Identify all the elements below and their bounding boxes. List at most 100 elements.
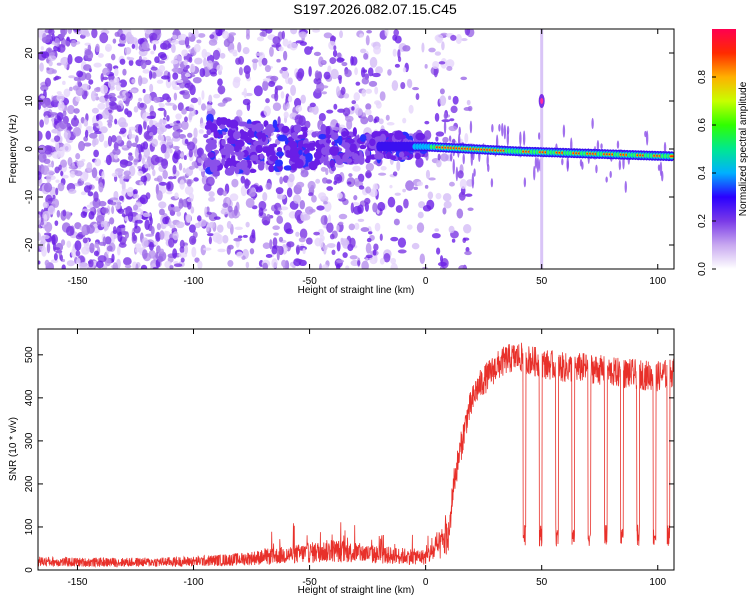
spectrogram-x-tick-label: 100 xyxy=(649,276,666,287)
spectrogram-noise-blob xyxy=(158,208,165,216)
spectrogram-noise-blob xyxy=(295,105,303,113)
spectrogram-streak xyxy=(609,170,612,179)
spectrogram-noise-blob xyxy=(116,105,122,113)
spectrogram-noise-blob xyxy=(72,127,82,137)
spectrogram-noise-blob xyxy=(91,107,99,114)
spectrogram-noise-blob xyxy=(208,196,216,202)
spectrogram-noise-blob xyxy=(320,85,329,89)
spectrogram-noise-blob xyxy=(243,87,248,98)
spectrogram-noise-blob xyxy=(336,224,340,232)
spectrogram-band-blob xyxy=(415,132,426,141)
spectrogram-noise-blob xyxy=(71,247,78,259)
spectrogram-noise-blob xyxy=(118,130,125,135)
spectrogram-noise-blob xyxy=(203,247,212,251)
spectrogram-noise-blob xyxy=(405,180,414,191)
spectrogram-noise-blob xyxy=(362,69,368,73)
snr-x-ticks: -150 -100 -50 0 50 100 xyxy=(67,329,667,588)
spectrogram-noise-blob xyxy=(135,213,142,220)
spectrogram-band-blob xyxy=(221,138,226,146)
spectrogram-noise-blob xyxy=(246,29,250,37)
spectrogram-streak xyxy=(523,177,527,188)
spectrogram-noise-blob xyxy=(188,148,193,158)
spectrogram-noise-blob xyxy=(384,29,389,37)
spectrogram-noise-blob xyxy=(397,249,407,254)
spectrogram-streak xyxy=(470,150,474,166)
spectrogram-noise-blob xyxy=(88,259,94,268)
spectrogram-noise-blob xyxy=(213,93,221,99)
spectrogram-noise-blob xyxy=(129,89,138,93)
spectrogram-noise-blob xyxy=(258,58,263,67)
spectrogram-noise-blob xyxy=(458,191,466,201)
spectrogram-noise-blob xyxy=(245,261,250,269)
spectrogram-noise-blob xyxy=(60,29,66,38)
spectrogram-noise-blob xyxy=(216,64,223,72)
spectrogram-noise-blob xyxy=(128,59,134,66)
spectrogram-noise-blob xyxy=(74,170,83,177)
spectrogram-noise-blob xyxy=(142,141,149,150)
spectrogram-noise-blob xyxy=(438,61,446,65)
spectrogram-noise-blob xyxy=(102,109,110,120)
spectrogram-noise-blob xyxy=(100,84,109,95)
spectrogram-noise-blob xyxy=(286,241,295,248)
spectrogram-noise-blob xyxy=(73,76,79,81)
spectrogram-noise-blob xyxy=(168,176,175,180)
spectrogram-band-blob xyxy=(297,140,303,149)
spectrogram-band-blob xyxy=(238,131,249,140)
spectrogram-noise-blob xyxy=(172,152,179,164)
spectrogram-noise-blob xyxy=(72,29,81,32)
spectrogram-noise-blob xyxy=(175,113,182,120)
spectrogram-noise-blob xyxy=(254,186,264,193)
snr-frame xyxy=(37,328,675,571)
spectrogram-noise-blob xyxy=(251,58,259,64)
spectrogram-noise-blob xyxy=(228,32,237,36)
spectrogram-noise-blob xyxy=(184,138,189,145)
spectrogram-noise-blob xyxy=(197,157,203,163)
spectrogram-noise-blob xyxy=(187,82,194,91)
spectrogram-noise-blob xyxy=(334,163,344,168)
spectrogram-noise-blob xyxy=(43,182,53,193)
spectrogram-noise-blob xyxy=(39,119,44,128)
spectrogram-noise-blob xyxy=(179,179,185,190)
spectrogram-noise-blob xyxy=(186,179,192,187)
spectrogram-band-blob xyxy=(261,132,267,142)
spectrogram-noise-blob xyxy=(280,91,285,99)
spectrogram-noise-blob xyxy=(276,249,280,261)
spectrogram-band-blob xyxy=(300,126,308,132)
spectrogram-noise-blob xyxy=(240,175,246,184)
spectrogram-noise-blob xyxy=(403,198,409,209)
spectrogram-noise-blob xyxy=(345,265,350,269)
spectrogram-band-blob xyxy=(219,124,226,130)
spectrogram-noise-blob xyxy=(315,178,321,184)
spectrogram-y-ticks: -20 -10 0 10 20 xyxy=(24,47,674,252)
spectrogram-band-blob xyxy=(283,165,293,171)
spectrogram-streak xyxy=(657,164,661,171)
spectrogram-noise-blob xyxy=(41,97,48,108)
spectrogram-noise-blob xyxy=(295,40,305,44)
spectrogram-noise-blob xyxy=(216,224,224,233)
spectrogram-noise-blob xyxy=(190,206,195,214)
spectrogram-noise-blob xyxy=(134,243,142,250)
snr-y-tick-label: 500 xyxy=(24,346,35,363)
spectrogram-band-blob xyxy=(285,152,293,158)
spectrogram-noise-blob xyxy=(323,201,328,205)
spectrogram-noise-blob xyxy=(206,60,214,70)
spectrogram-noise-blob xyxy=(41,51,50,59)
spectrogram-noise-blob xyxy=(89,242,95,254)
spectrogram-noise-blob xyxy=(262,242,271,250)
spectrogram-noise-blob xyxy=(354,222,360,230)
spectrogram-streak xyxy=(443,119,447,134)
spectrogram-streak xyxy=(522,130,526,146)
spectrogram-noise-blob xyxy=(281,30,285,40)
spectrogram-noise-blob xyxy=(58,164,62,171)
spectrogram-noise-blob xyxy=(286,187,293,198)
spectrogram-noise-blob xyxy=(184,116,188,123)
spectrogram-streak xyxy=(501,123,504,137)
snr-y-tick-label: 0 xyxy=(24,567,35,573)
spectrogram-band-blob xyxy=(272,119,278,129)
spectrogram-noise-blob xyxy=(179,239,185,249)
snr-y-tick-label: 100 xyxy=(24,518,35,535)
spectrogram-streak xyxy=(624,180,627,193)
spectrogram-noise-blob xyxy=(277,207,282,211)
colorbar-tick-label: 0.4 xyxy=(697,166,708,180)
spectrogram-noise-blob xyxy=(38,171,42,181)
